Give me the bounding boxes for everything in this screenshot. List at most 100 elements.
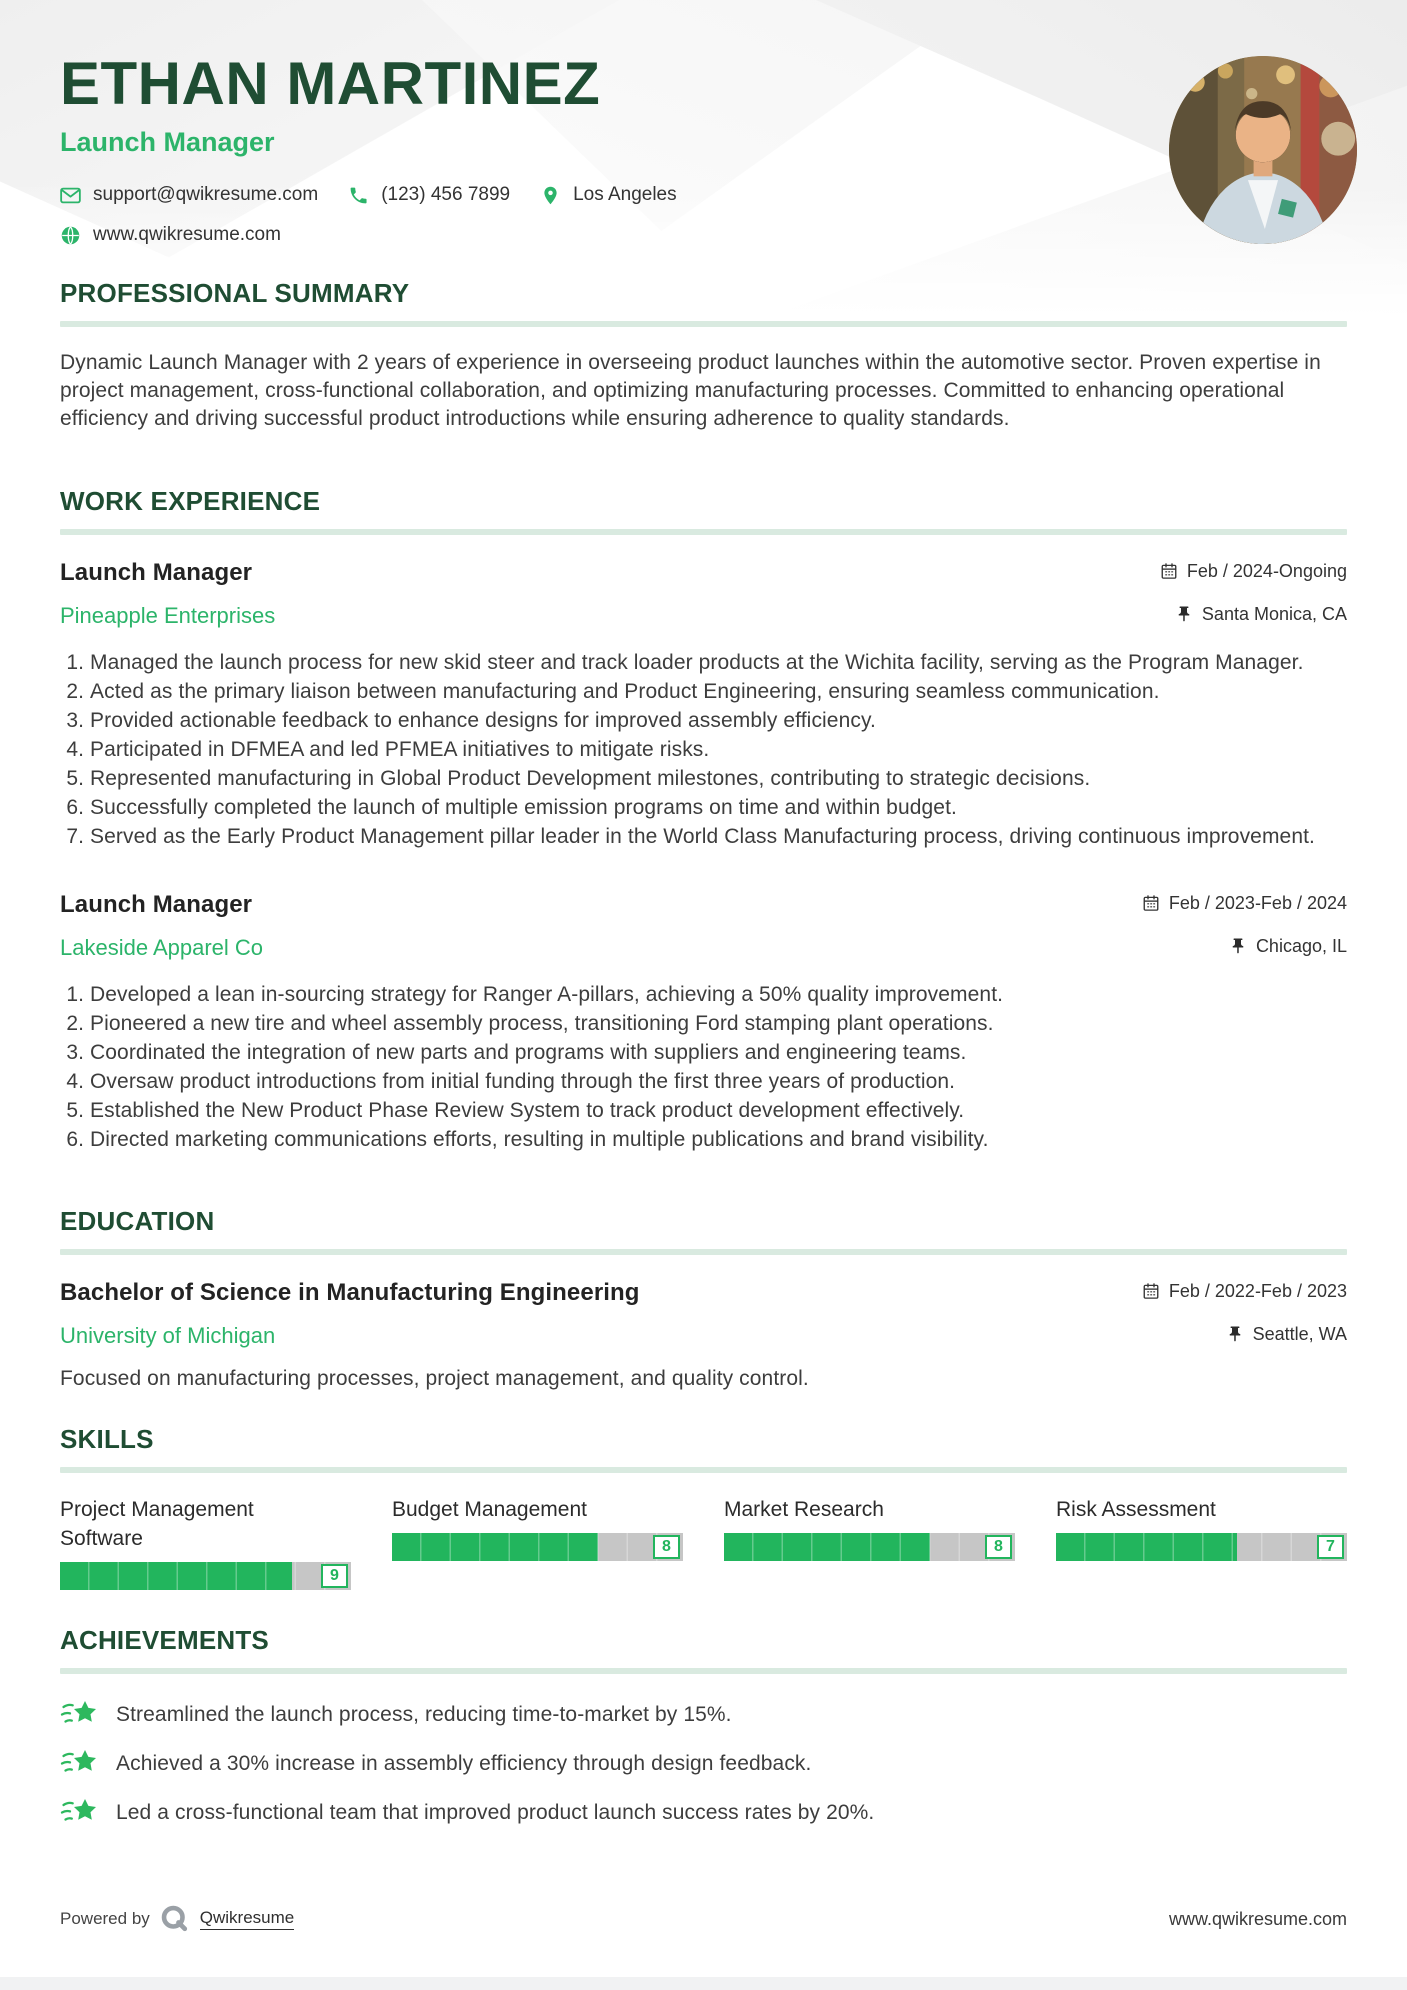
location-text: Los Angeles [573, 184, 677, 205]
section-underline [60, 1668, 1347, 1674]
website-link[interactable]: www.qwikresume.com [93, 224, 281, 245]
skill-bar: 9 [60, 1562, 351, 1590]
job-bullet: Oversaw product introductions from initi… [90, 1068, 1347, 1096]
calendar-icon [1142, 894, 1160, 912]
job-location-text: Chicago, IL [1255, 935, 1347, 956]
contact-location: Los Angeles [540, 184, 677, 206]
education-location: Seattle, WA [1226, 1324, 1347, 1345]
section-underline [60, 321, 1347, 327]
contact-phone: (123) 456 7899 [348, 184, 510, 206]
qwikresume-brand-link[interactable]: Qwikresume [199, 1908, 295, 1930]
school-name: University of Michigan [60, 1323, 276, 1348]
education-date-text: Feb / 2022-Feb / 2023 [1168, 1280, 1347, 1301]
skill-bar-fill [724, 1533, 931, 1561]
job-location-text: Santa Monica, CA [1201, 603, 1347, 624]
section-heading: ACHIEVEMENTS [60, 1625, 269, 1655]
job-location: Chicago, IL [1229, 936, 1347, 957]
contact-row-2: www.qwikresume.com [60, 224, 677, 246]
section-heading: PROFESSIONAL SUMMARY [60, 278, 410, 308]
education-location-text: Seattle, WA [1252, 1323, 1347, 1344]
contact-row-1: support@qwikresume.com (123) 456 7899 Lo… [60, 184, 677, 206]
phone-icon [348, 185, 369, 206]
job-bullet: Established the New Product Phase Review… [90, 1097, 1347, 1125]
skill-bar-segments [392, 1533, 683, 1561]
achievement-item: Led a cross-functional team that improve… [60, 1796, 1347, 1830]
achievement-item: Achieved a 30% increase in assembly effi… [60, 1747, 1347, 1781]
page-bottom-strip [0, 1977, 1407, 1990]
skill-bar: 8 [392, 1533, 683, 1561]
skill-score-badge: 8 [985, 1535, 1012, 1559]
phone-number: (123) 456 7899 [381, 184, 511, 205]
star-burst-icon [60, 1796, 100, 1830]
education-description: Focused on manufacturing processes, proj… [60, 1367, 809, 1390]
skill-label: Market Research [724, 1498, 884, 1521]
skill-bar-fill [392, 1533, 599, 1561]
job-bullet: Coordinated the integration of new parts… [90, 1039, 1347, 1067]
contact-website: www.qwikresume.com [60, 224, 281, 246]
job-bullet: Provided actionable feedback to enhance … [90, 707, 1347, 735]
skill-bar: 7 [1056, 1533, 1347, 1561]
achievements-list: Streamlined the launch process, reducing… [60, 1698, 1347, 1830]
job-bullet: Directed marketing communications effort… [90, 1126, 1347, 1154]
section-skills: SKILLS Project Management Software 9 Bud… [60, 1424, 1347, 1590]
job-date: Feb / 2024-Ongoing [1160, 561, 1347, 582]
job-title: Launch Manager [60, 891, 253, 918]
job-bullet-list: Developed a lean in-sourcing strategy fo… [60, 981, 1347, 1154]
job-bullet-list: Managed the launch process for new skid … [60, 649, 1347, 851]
footer-website-link[interactable]: www.qwikresume.com [1168, 1908, 1347, 1929]
section-underline [60, 1467, 1347, 1473]
section-underline [60, 1249, 1347, 1255]
summary-text: Dynamic Launch Manager with 2 years of e… [60, 351, 1321, 430]
job-location: Santa Monica, CA [1175, 604, 1347, 625]
header: ETHAN MARTINEZ Launch Manager support@qw… [60, 52, 677, 246]
achievement-text: Led a cross-functional team that improve… [116, 1801, 875, 1824]
qwikresume-logo-icon [160, 1904, 190, 1934]
skill-label: Project Management Software [60, 1498, 254, 1550]
achievement-text: Achieved a 30% increase in assembly effi… [116, 1752, 812, 1775]
achievement-item: Streamlined the launch process, reducing… [60, 1698, 1347, 1732]
skill-score-badge: 9 [321, 1564, 348, 1588]
person-job-title: Launch Manager [60, 127, 275, 157]
calendar-icon [1160, 562, 1178, 580]
section-heading: SKILLS [60, 1424, 154, 1454]
pushpin-icon [1226, 1325, 1244, 1343]
job-title: Launch Manager [60, 559, 253, 586]
education-entry: Bachelor of Science in Manufacturing Eng… [60, 1279, 1347, 1393]
skill-bar-fill [1056, 1533, 1237, 1561]
job-company: Pineapple Enterprises [60, 603, 276, 628]
contact-email: support@qwikresume.com [60, 184, 318, 206]
section-professional-summary: PROFESSIONAL SUMMARY Dynamic Launch Mana… [60, 278, 1347, 433]
job-bullet: Managed the launch process for new skid … [90, 649, 1347, 677]
job-entry: Launch Manager Feb / 2024-Ongoing Pineap… [60, 559, 1347, 851]
job-bullet: Successfully completed the launch of mul… [90, 794, 1347, 822]
email-link[interactable]: support@qwikresume.com [93, 184, 319, 205]
achievement-text: Streamlined the launch process, reducing… [116, 1703, 732, 1726]
job-date-text: Feb / 2023-Feb / 2024 [1168, 892, 1347, 913]
footer: Powered by Qwikresume www.qwikresume.com [60, 1904, 1347, 1934]
job-bullet: Participated in DFMEA and led PFMEA init… [90, 736, 1347, 764]
skill-label: Budget Management [392, 1498, 587, 1521]
skill-bar-segments [60, 1562, 351, 1590]
job-date: Feb / 2023-Feb / 2024 [1142, 893, 1347, 914]
job-bullet: Pioneered a new tire and wheel assembly … [90, 1010, 1347, 1038]
section-achievements: ACHIEVEMENTS Streamlined the launch proc… [60, 1625, 1347, 1845]
skill-score-badge: 8 [653, 1535, 680, 1559]
star-burst-icon [60, 1747, 100, 1781]
section-heading: WORK EXPERIENCE [60, 486, 321, 516]
location-pin-icon [540, 185, 561, 206]
pushpin-icon [1229, 937, 1247, 955]
powered-by-label: Powered by [60, 1909, 150, 1928]
profile-photo-image [1169, 56, 1357, 244]
degree-title: Bachelor of Science in Manufacturing Eng… [60, 1279, 640, 1306]
skill-bar-segments [724, 1533, 1015, 1561]
skill-bar-fill [60, 1562, 293, 1590]
footer-branding: Powered by Qwikresume [60, 1904, 295, 1934]
section-heading: EDUCATION [60, 1206, 215, 1236]
job-bullet: Served as the Early Product Management p… [90, 823, 1347, 851]
skill-label: Risk Assessment [1056, 1498, 1216, 1521]
skill-item: Market Research 8 [724, 1495, 1015, 1561]
job-bullet: Represented manufacturing in Global Prod… [90, 765, 1347, 793]
section-work-experience: WORK EXPERIENCE Launch Manager Feb / 202… [60, 486, 1347, 1155]
skills-grid: Project Management Software 9 Budget Man… [60, 1495, 1347, 1590]
